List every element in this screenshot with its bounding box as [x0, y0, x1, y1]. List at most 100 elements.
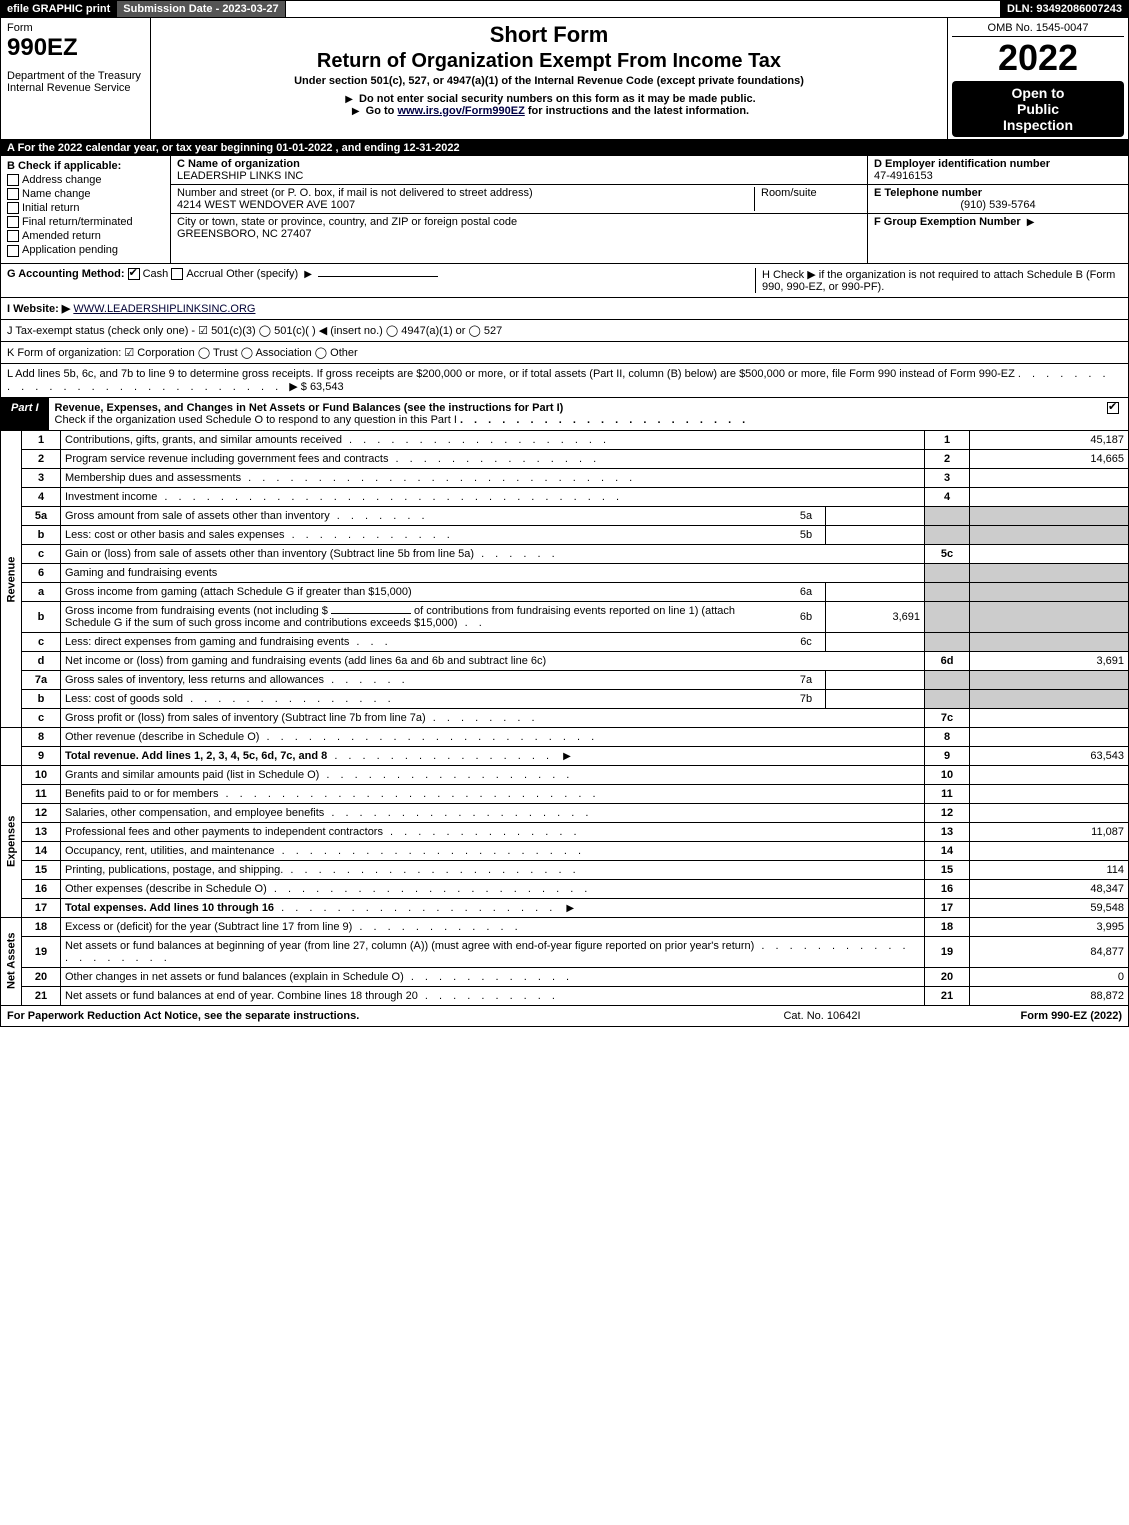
line-ref: 20	[925, 967, 970, 986]
arrow-icon	[342, 93, 356, 105]
sub-amount	[826, 670, 925, 689]
line-ref: 18	[925, 917, 970, 936]
row-k: K Form of organization: ☑ Corporation ◯ …	[0, 342, 1129, 364]
line-ref-gray	[925, 632, 970, 651]
arrow-icon	[349, 105, 363, 117]
part1-header: Part I Revenue, Expenses, and Changes in…	[0, 398, 1129, 431]
chk-address-change[interactable]: Address change	[7, 174, 164, 186]
line-no: c	[22, 632, 61, 651]
sub-amount	[826, 506, 925, 525]
line-no: 21	[22, 986, 61, 1005]
line-ref-gray	[925, 506, 970, 525]
line-no: b	[22, 525, 61, 544]
line-amount: 114	[970, 860, 1129, 879]
line-text: Membership dues and assessments . . . . …	[61, 468, 925, 487]
open-public-badge: Open to Public Inspection	[952, 81, 1124, 137]
g-other-line[interactable]	[318, 276, 438, 277]
line-ref: 19	[925, 936, 970, 967]
line-ref: 12	[925, 803, 970, 822]
line-no: 11	[22, 784, 61, 803]
line-text: Grants and similar amounts paid (list in…	[61, 765, 925, 784]
part1-check[interactable]	[1101, 398, 1128, 430]
header-left: Form 990EZ Department of the Treasury In…	[1, 18, 151, 139]
chk-initial-return[interactable]: Initial return	[7, 202, 164, 214]
sub-amount	[826, 632, 925, 651]
row-gh: G Accounting Method: Cash Accrual Other …	[0, 264, 1129, 298]
title-short-form: Short Form	[157, 22, 941, 48]
sub-amount	[826, 689, 925, 708]
line-text: Gross income from gaming (attach Schedul…	[61, 582, 788, 601]
line-text: Gain or (loss) from sale of assets other…	[61, 544, 925, 563]
irs-link[interactable]: www.irs.gov/Form990EZ	[397, 105, 524, 117]
line-amount: 63,543	[970, 746, 1129, 765]
open-line2: Public	[954, 101, 1122, 117]
ein-cell: D Employer identification number 47-4916…	[868, 156, 1128, 185]
dept-treasury: Department of the Treasury	[7, 70, 144, 82]
line-amount: 48,347	[970, 879, 1129, 898]
line-ref: 7c	[925, 708, 970, 727]
footer-center: Cat. No. 10642I	[722, 1010, 922, 1022]
form-number: 990EZ	[7, 34, 144, 62]
sub-ref: 5b	[787, 525, 826, 544]
line-ref: 15	[925, 860, 970, 879]
chk-name-change[interactable]: Name change	[7, 188, 164, 200]
line-amount	[970, 727, 1129, 746]
org-name-cell: C Name of organization LEADERSHIP LINKS …	[171, 156, 867, 185]
subtitle: Under section 501(c), 527, or 4947(a)(1)…	[157, 75, 941, 87]
line-text: Occupancy, rent, utilities, and maintena…	[61, 841, 925, 860]
vlabel-revenue: Revenue	[1, 431, 22, 728]
line-ref: 6d	[925, 651, 970, 670]
blank-line[interactable]	[331, 613, 411, 614]
g-label: G Accounting Method:	[7, 268, 125, 280]
part1-subtitle: Check if the organization used Schedule …	[55, 414, 457, 426]
line-no: 18	[22, 917, 61, 936]
line-amount: 14,665	[970, 449, 1129, 468]
phone-label: E Telephone number	[874, 187, 982, 199]
line-text: Excess or (deficit) for the year (Subtra…	[61, 917, 925, 936]
org-name-label: C Name of organization	[177, 158, 300, 170]
city-value: GREENSBORO, NC 27407	[177, 228, 312, 240]
chk-amended-return[interactable]: Amended return	[7, 230, 164, 242]
line-ref: 16	[925, 879, 970, 898]
line-text: Other revenue (describe in Schedule O) .…	[61, 727, 925, 746]
irs-label: Internal Revenue Service	[7, 82, 144, 94]
tax-year: 2022	[952, 37, 1124, 79]
footer-left: For Paperwork Reduction Act Notice, see …	[7, 1010, 722, 1022]
omb-number: OMB No. 1545-0047	[952, 20, 1124, 37]
chk-cash[interactable]	[128, 268, 140, 280]
h-block: H Check ▶ if the organization is not req…	[755, 268, 1122, 293]
line-no: d	[22, 651, 61, 670]
line-amount: 59,548	[970, 898, 1129, 917]
line-text: Salaries, other compensation, and employ…	[61, 803, 925, 822]
line-no: 7a	[22, 670, 61, 689]
row-i: I Website: ▶ WWW.LEADERSHIPLINKSINC.ORG	[0, 298, 1129, 320]
line-no: 3	[22, 468, 61, 487]
dln-label: DLN: 93492086007243	[1001, 1, 1128, 17]
sub-amount: 3,691	[826, 601, 925, 632]
website-link[interactable]: WWW.LEADERSHIPLINKSINC.ORG	[73, 303, 255, 315]
note-link-post: for instructions and the latest informat…	[528, 105, 749, 117]
line-text: Net income or (loss) from gaming and fun…	[61, 651, 925, 670]
chk-accrual[interactable]	[171, 268, 183, 280]
line-ref: 10	[925, 765, 970, 784]
line-ref-gray	[925, 670, 970, 689]
open-line1: Open to	[954, 85, 1122, 101]
line-ref-gray	[925, 582, 970, 601]
ein-label: D Employer identification number	[874, 158, 1050, 170]
line-no: 13	[22, 822, 61, 841]
line-amount: 0	[970, 967, 1129, 986]
arrow-icon	[563, 902, 577, 914]
line-no: c	[22, 544, 61, 563]
line-text: Other expenses (describe in Schedule O) …	[61, 879, 925, 898]
line-no: b	[22, 601, 61, 632]
chk-application-pending[interactable]: Application pending	[7, 244, 164, 256]
line-text: Benefits paid to or for members . . . . …	[61, 784, 925, 803]
l-text: L Add lines 5b, 6c, and 7b to line 9 to …	[7, 368, 1015, 380]
line-text: Less: direct expenses from gaming and fu…	[61, 632, 788, 651]
line-text: Printing, publications, postage, and shi…	[61, 860, 925, 879]
line-text: Program service revenue including govern…	[61, 449, 925, 468]
addr-value: 4214 WEST WENDOVER AVE 1007	[177, 199, 355, 211]
line-amount-gray	[970, 506, 1129, 525]
sub-ref: 6b	[787, 601, 826, 632]
chk-final-return[interactable]: Final return/terminated	[7, 216, 164, 228]
